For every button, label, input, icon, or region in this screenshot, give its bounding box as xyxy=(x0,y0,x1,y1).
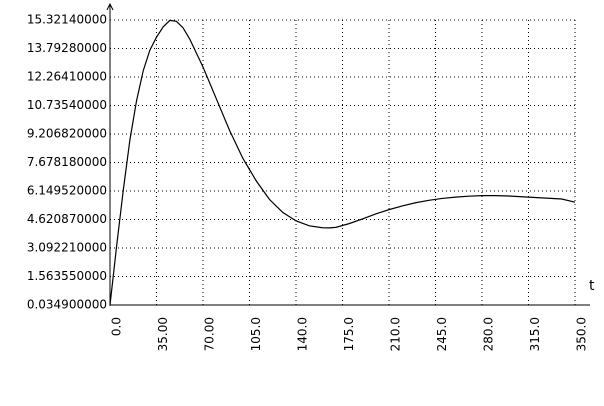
x-tick-label: 105.0 xyxy=(249,317,263,351)
y-tick-label: 3.092210000 xyxy=(27,240,107,254)
x-tick-label: 175.0 xyxy=(342,317,356,351)
y-tick-label: 15.32140000 xyxy=(27,13,107,27)
x-tick-label: 210.0 xyxy=(389,317,403,351)
y-tick-label: 0.034900000 xyxy=(27,298,107,312)
x-axis-label: t xyxy=(589,278,595,294)
x-tick-label: 0.0 xyxy=(110,317,124,336)
y-tick-label: 13.79280000 xyxy=(27,41,107,55)
x-tick-label: 140.0 xyxy=(296,317,310,351)
y-tick-label: 12.26410000 xyxy=(27,70,107,84)
y-tick-label: 9.206820000 xyxy=(27,126,107,140)
y-axis-arrow xyxy=(106,2,114,11)
x-tick-label: 35.00 xyxy=(156,317,170,351)
x-tick-label: 245.0 xyxy=(435,317,449,351)
y-tick-label: 1.563550000 xyxy=(27,269,107,283)
x-tick-label: 280.0 xyxy=(482,317,496,351)
y-tick-label: 10.73540000 xyxy=(27,98,107,112)
x-tick-label: 70.00 xyxy=(203,317,217,351)
curve xyxy=(109,19,576,306)
x-tick-label: 315.0 xyxy=(528,317,542,351)
y-tick-label: 4.620870000 xyxy=(27,212,107,226)
y-tick-label: 7.678180000 xyxy=(27,155,107,169)
x-tick-label: 350.0 xyxy=(575,317,589,351)
y-tick-label: 6.149520000 xyxy=(27,183,107,197)
